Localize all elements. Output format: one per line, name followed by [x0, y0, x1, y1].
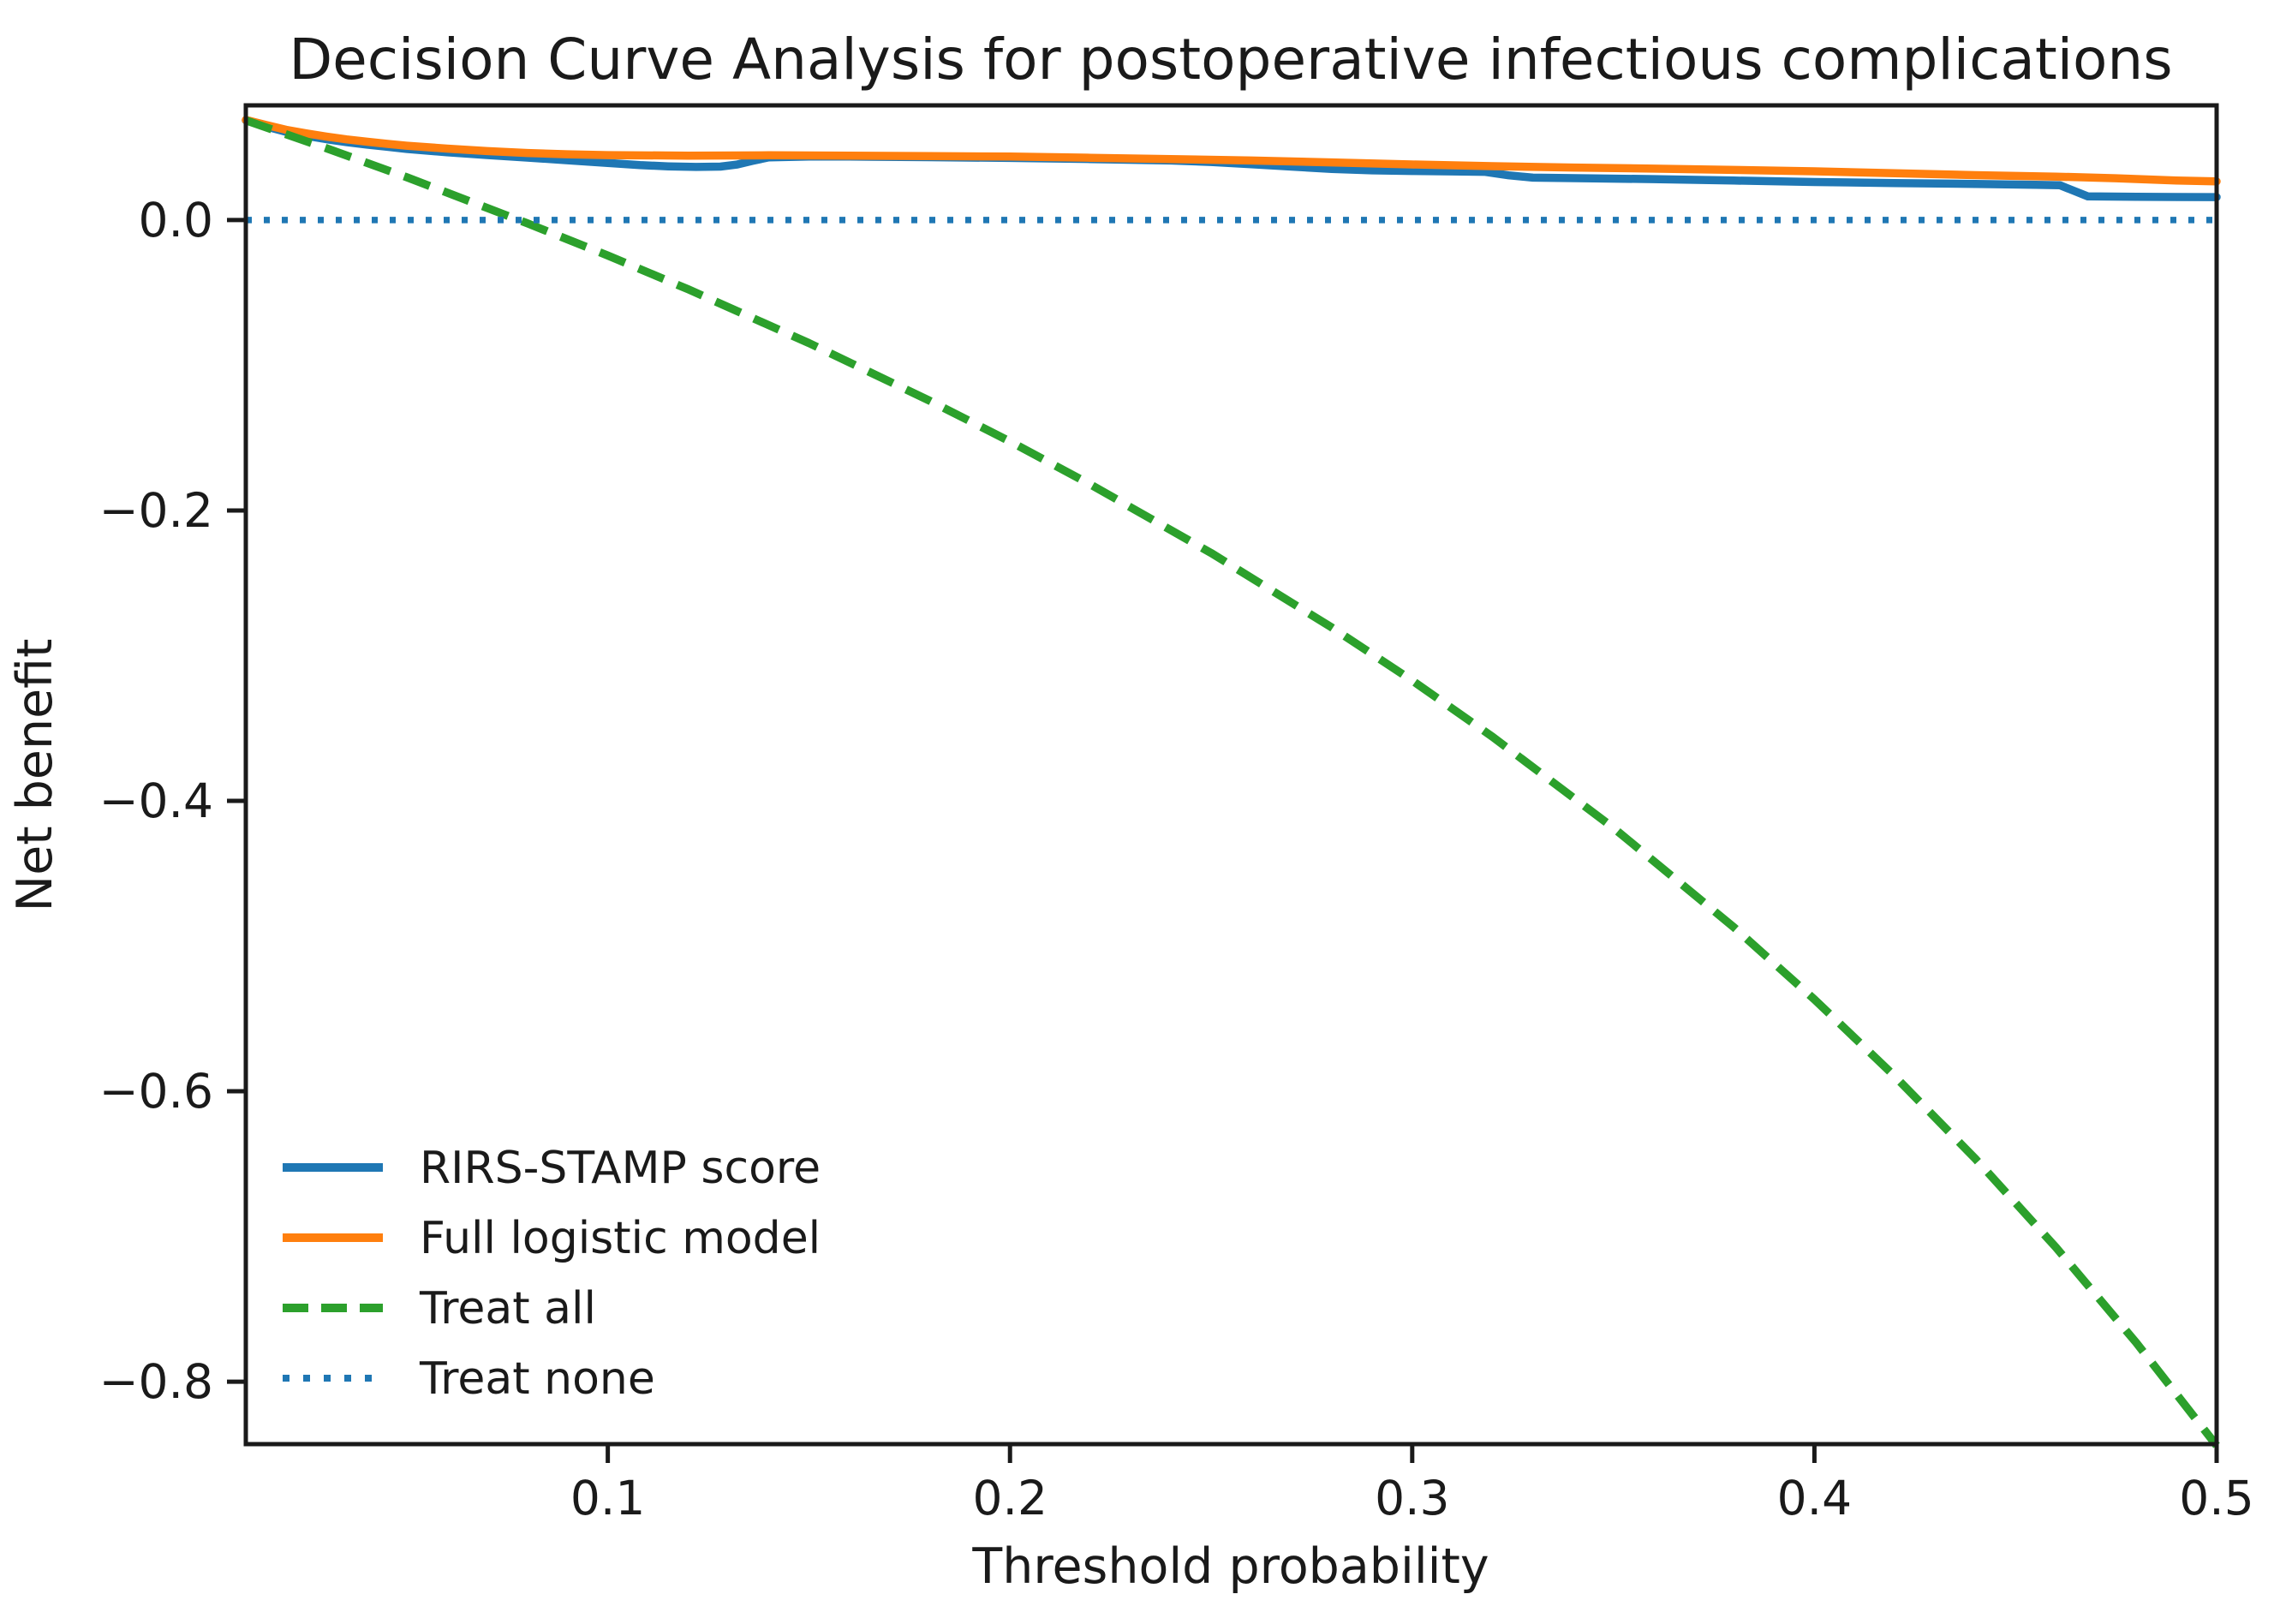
- series-line-full-logistic-model: [242, 116, 2221, 186]
- legend-label: Treat all: [419, 1283, 596, 1334]
- x-tick-label: 0.1: [570, 1471, 645, 1525]
- axes-box: [243, 103, 2219, 1447]
- legend-item-full-logistic-model: Full logistic model: [283, 1213, 821, 1264]
- y-tick-label: −0.4: [98, 773, 213, 828]
- y-tick-label: −0.6: [98, 1064, 213, 1119]
- legend-item-treat-none: Treat none: [283, 1353, 655, 1405]
- x-tick-label: 0.5: [2179, 1471, 2253, 1525]
- series-line-treat-all: [244, 116, 2220, 1448]
- legend-item-treat-all: Treat all: [283, 1283, 596, 1334]
- legend-label: Full logistic model: [420, 1213, 821, 1264]
- series-group: [242, 116, 2221, 1448]
- x-tick-label: 0.2: [972, 1471, 1047, 1525]
- legend-item-rirs-stamp-score: RIRS-STAMP score: [283, 1143, 821, 1194]
- legend-label: Treat none: [419, 1353, 655, 1405]
- x-tick-label: 0.3: [1375, 1471, 1449, 1525]
- ticks-group: 0.1 0.2 0.3 0.4 0.5 0.0 −0.2 −0.4 −0.6 −0.8: [98, 193, 2253, 1525]
- legend: RIRS-STAMP score Full logistic model Treat…: [283, 1143, 821, 1405]
- chart-title: Decision Curve Analysis for postoperativ…: [289, 27, 2172, 93]
- x-tick-label: 0.4: [1777, 1471, 1852, 1525]
- y-tick-label: 0.0: [139, 193, 213, 248]
- y-tick-label: −0.2: [98, 483, 213, 538]
- y-tick-label: −0.8: [98, 1354, 213, 1409]
- x-axis-label: Threshold probability: [971, 1538, 1489, 1595]
- legend-label: RIRS-STAMP score: [420, 1143, 821, 1194]
- y-axis-label: Net benefit: [7, 639, 63, 912]
